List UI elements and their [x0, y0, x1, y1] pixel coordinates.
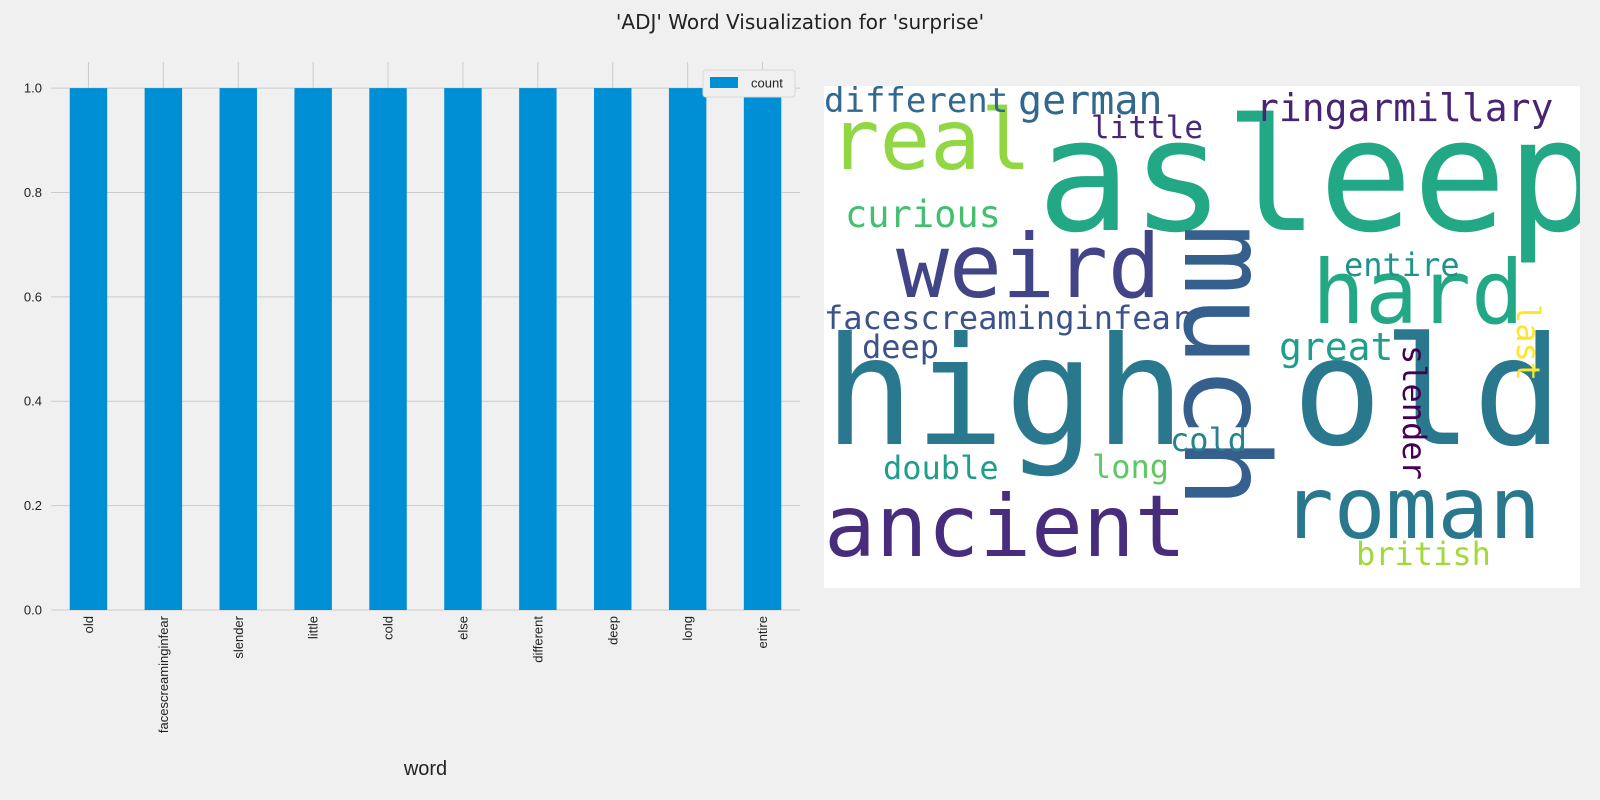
x-tick-label: different	[530, 616, 545, 663]
bar-little	[294, 88, 332, 611]
word-roman: roman	[1282, 459, 1541, 559]
x-axis-label: word	[403, 758, 447, 780]
word-great: great	[1279, 325, 1394, 369]
y-tick-label: 0.8	[24, 185, 42, 200]
x-tick-label: cold	[381, 616, 396, 640]
word-german: german	[1018, 86, 1163, 124]
bar-deep	[594, 88, 632, 611]
word-curious: curious	[845, 193, 1001, 236]
bar-facescreaminginfear	[144, 88, 183, 611]
bar-chart: 0.0 0.2 0.4 0.6 0.8 1.0 old facescreaminginfear…	[24, 62, 800, 780]
word-facescreaminginfear: facescreaminginfear	[824, 299, 1191, 337]
bar-else	[444, 88, 482, 611]
word-real: real	[829, 91, 1032, 189]
bar-cold	[369, 88, 407, 611]
y-tick-label: 1.0	[24, 81, 42, 96]
word-little: little	[1091, 110, 1203, 146]
word-last: last	[1509, 304, 1547, 382]
bar-slender	[219, 88, 257, 611]
figure-title: 'ADJ' Word Visualization for 'surprise'	[615, 10, 985, 34]
legend-swatch	[710, 77, 738, 88]
x-tick-label: deep	[605, 616, 620, 645]
legend-box	[702, 69, 796, 98]
word-long: long	[1092, 448, 1170, 486]
y-tick-label: 0.2	[24, 498, 42, 513]
y-tick-label: 0.6	[24, 289, 42, 304]
x-tick-label: old	[81, 616, 96, 633]
bar-old	[69, 88, 108, 611]
bar-different	[519, 88, 557, 611]
word-ringarmillary: ringarmillary	[1256, 86, 1554, 130]
word-british: british	[1356, 535, 1491, 573]
x-tick-label: long	[680, 616, 695, 641]
x-tick-label: else	[455, 616, 470, 640]
bar-entire	[743, 88, 782, 611]
word-double: double	[883, 449, 999, 487]
word-cold: cold	[1170, 421, 1248, 459]
word-entire: entire	[1344, 246, 1460, 284]
word-cloud: asleep much high old real weird hard ancient rom…	[824, 86, 1580, 588]
y-tick-label: 0.4	[24, 394, 42, 409]
word-hard: hard	[1312, 241, 1524, 344]
word-ancient: ancient	[824, 477, 1187, 577]
x-tick-label: slender	[231, 615, 246, 658]
word-asleep: asleep	[1037, 86, 1580, 267]
word-weird: weird	[896, 215, 1161, 318]
x-tick-label: facescreaminginfear	[156, 615, 171, 733]
word-old: old	[1292, 306, 1563, 480]
x-tick-label: entire	[755, 616, 770, 649]
word-high: high	[824, 306, 1186, 480]
word-deep: deep	[862, 328, 940, 366]
legend-label: count	[751, 76, 783, 91]
word-different: different	[824, 86, 1009, 121]
bar-long	[668, 88, 707, 611]
word-slender: slender	[1395, 345, 1433, 480]
x-tick-label: little	[306, 616, 321, 639]
y-tick-label: 0.0	[24, 603, 42, 618]
